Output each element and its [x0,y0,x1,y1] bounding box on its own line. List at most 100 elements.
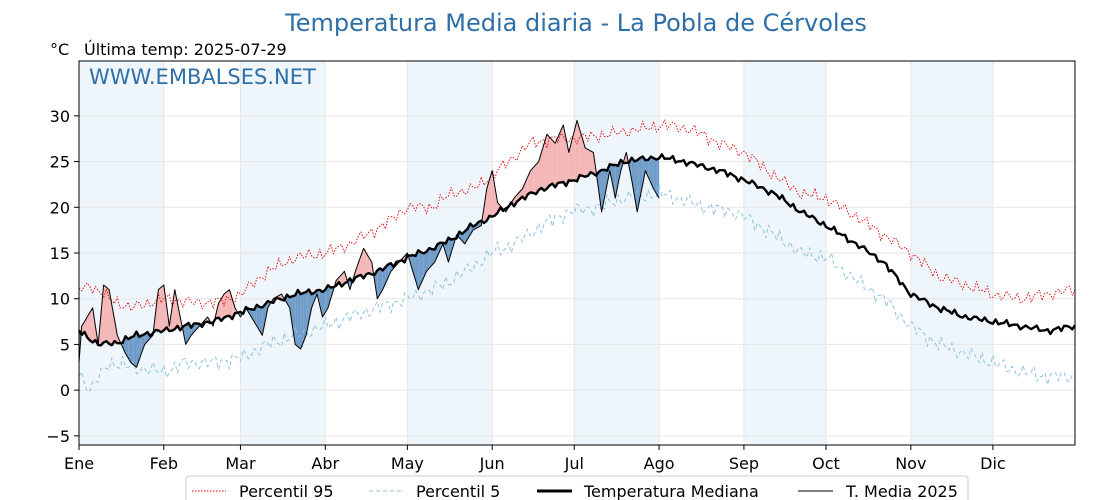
x-tick-label: Mar [225,454,256,473]
above-median-fill [577,120,580,182]
below-median-fill [295,289,298,347]
below-median-fill [388,263,391,278]
below-median-fill [185,322,189,345]
legend-label-year: T. Media 2025 [845,482,958,500]
above-median-fill [585,147,588,177]
anomaly-fills [79,120,660,368]
chart-title: Temperatura Media diaria - La Pobla de C… [284,9,867,37]
below-median-fill [448,237,452,263]
x-tick-label: Sep [729,454,759,473]
legend: Percentil 95 Percentil 5 Temperatura Med… [185,475,969,500]
watermark: WWW.EMBALSES.NET [89,65,316,89]
above-median-fill [546,134,550,189]
above-median-fill [363,248,367,279]
x-tick-label: Nov [895,454,926,473]
above-median-fill [494,186,498,216]
below-median-fill [379,268,383,295]
above-median-fill [544,134,547,191]
below-median-fill [303,292,307,343]
x-tick-label: Ago [644,454,675,473]
below-median-fill [125,336,129,359]
x-tick-label: Jul [564,454,584,473]
y-tick-label: 15 [50,244,70,263]
below-median-fill [615,164,619,199]
unit-label: °C [50,40,69,59]
y-tick-label: 20 [50,198,70,217]
below-median-fill [319,289,323,317]
y-tick-label: −5 [46,427,70,446]
y-axis: 30 25 20 15 10 5 0 −5 [46,107,79,446]
below-median-fill [193,323,197,333]
above-median-fill [555,137,558,188]
below-median-fill [421,252,424,284]
above-median-fill [155,289,159,331]
legend-box [185,475,969,500]
above-median-fill [535,161,539,195]
above-median-fill [103,285,107,343]
x-tick-label: Dic [980,454,1006,473]
above-median-fill [177,303,181,331]
below-median-fill [292,295,296,345]
below-median-fill [642,156,646,185]
above-median-fill [492,170,495,217]
below-median-fill [437,242,441,257]
above-median-fill [587,149,591,176]
above-median-fill [527,170,531,195]
below-median-fill [262,304,266,336]
below-median-fill [130,336,134,365]
above-median-fill [174,289,178,330]
below-median-fill [412,255,416,281]
y-tick-label: 25 [50,153,70,172]
below-median-fill [259,307,263,336]
below-median-fill [141,334,145,353]
below-median-fill [656,158,660,199]
below-median-fill [300,292,304,349]
year-2025-line [78,119,660,368]
above-median-fill [358,256,361,276]
legend-label-median: Temperatura Mediana [583,482,759,500]
below-median-fill [251,309,255,322]
below-median-fill [604,169,608,199]
above-median-fill [161,285,164,333]
x-axis: Ene Feb Mar Abr May Jun Jul Ago Sep Oct Nov Dic [64,445,1006,473]
below-median-fill [650,156,654,189]
below-median-fill [415,250,419,290]
below-median-fill [598,169,602,212]
above-median-fill [557,131,561,184]
above-median-fill [483,189,487,223]
below-median-fill [645,159,649,177]
below-median-fill [256,304,260,331]
above-median-fill [489,170,493,217]
legend-label-p5: Percentil 5 [416,482,500,500]
above-median-fill [579,129,583,176]
below-median-fill [297,289,301,349]
x-tick-label: Oct [812,454,840,473]
above-median-fill [87,312,90,341]
x-tick-label: Abr [311,454,339,473]
below-median-fill [377,268,380,299]
below-median-fill [429,248,432,269]
above-median-fill [549,137,553,186]
above-median-fill [111,304,115,346]
y-tick-label: 0 [60,381,70,400]
p5-line [78,183,1076,393]
x-tick-label: May [391,454,424,473]
below-median-fill [128,337,131,363]
below-median-fill [423,251,427,278]
below-median-fill [322,289,326,317]
above-median-fill [106,287,110,344]
series-lines [77,119,1077,393]
above-median-fill [552,140,556,188]
above-median-fill [158,287,162,333]
above-median-fill [530,167,534,193]
above-median-fill [89,307,93,343]
x-tick-label: Ene [64,454,94,473]
below-median-fill [431,249,435,266]
above-median-fill [92,307,96,343]
p95-line [78,119,1076,312]
below-median-fill [653,158,657,194]
y-tick-label: 30 [50,107,70,126]
below-median-fill [136,331,140,368]
y-tick-label: 5 [60,335,70,354]
